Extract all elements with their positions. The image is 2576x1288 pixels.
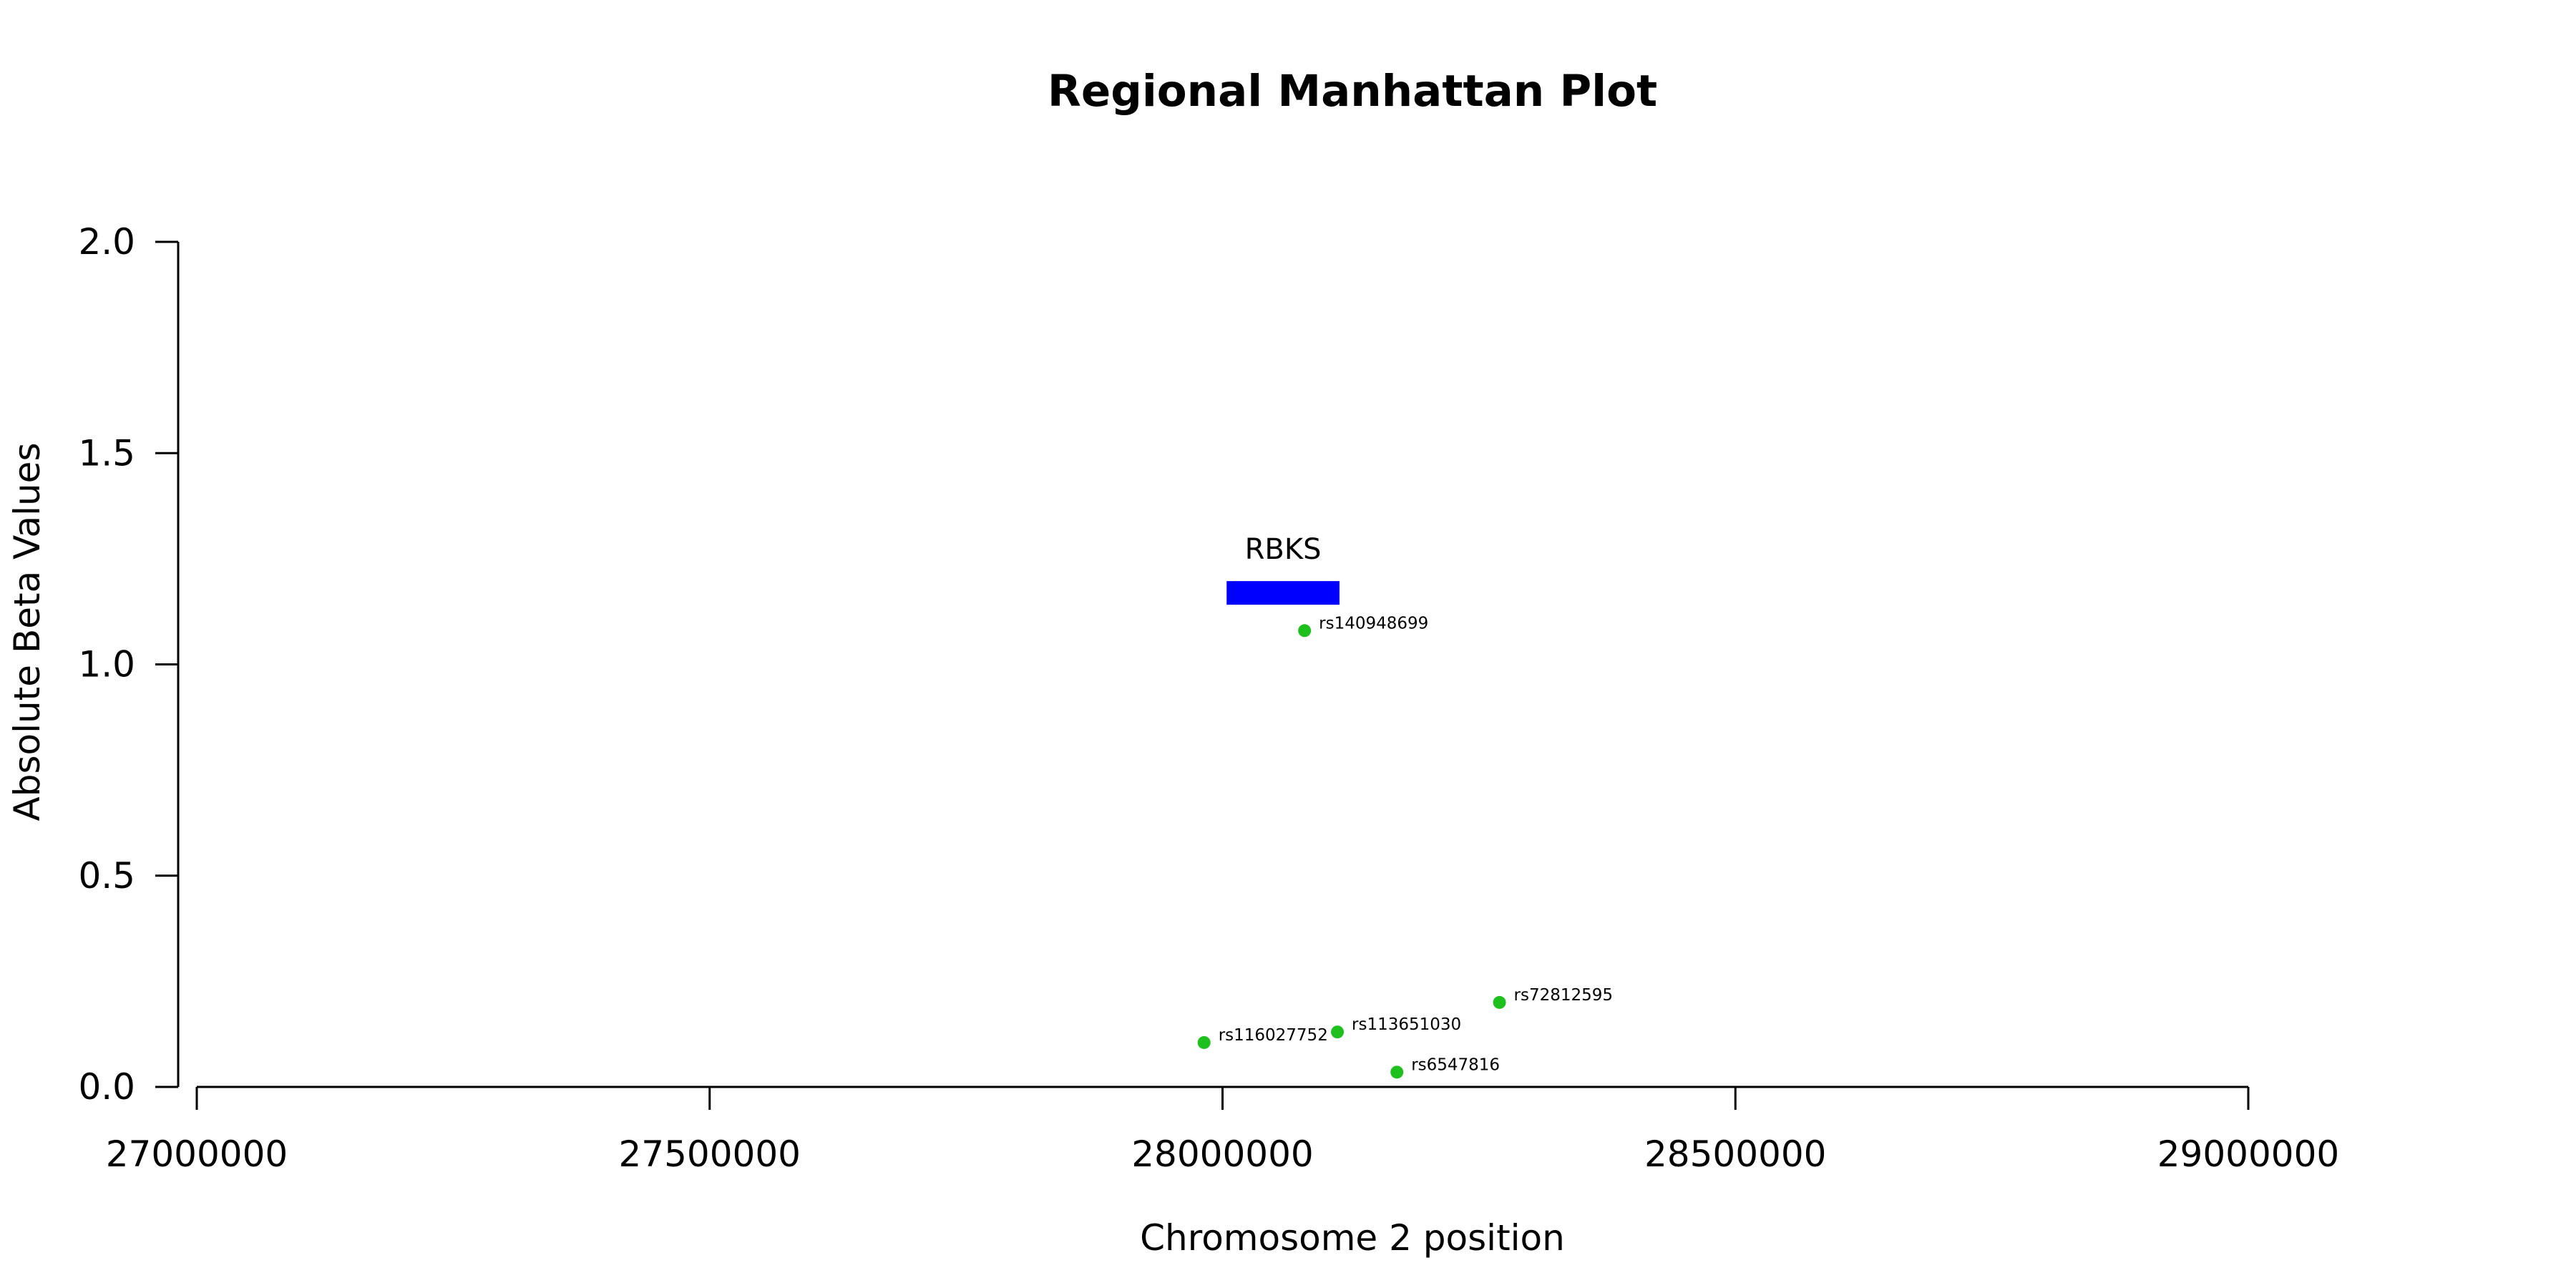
chart-title: Regional Manhattan Plot	[1048, 66, 1657, 117]
snp-points: rs140948699 rs72812595 rs113651030 rs116027…	[1197, 614, 1614, 1079]
y-axis: 0.0 0.5 1.0 1.5 2.0	[78, 221, 180, 1108]
gene-track: RBKS	[1226, 533, 1340, 605]
y-tick-label: 2.0	[78, 221, 135, 263]
gene-label: RBKS	[1245, 533, 1322, 566]
snp-label: rs113651030	[1352, 1015, 1461, 1034]
y-axis-label: Absolute Beta Values	[6, 443, 48, 821]
x-tick-label: 27500000	[619, 1133, 801, 1175]
x-tick-label: 28500000	[1644, 1133, 1827, 1175]
x-tick-label: 29000000	[2157, 1133, 2340, 1175]
snp-point	[1197, 1035, 1211, 1049]
x-axis-label: Chromosome 2 position	[1140, 1217, 1565, 1259]
gene-bar	[1226, 581, 1340, 605]
x-axis: 27000000 27500000 28000000 28500000 29000000	[106, 1085, 2340, 1175]
x-tick-label: 28000000	[1131, 1133, 1314, 1175]
y-tick-label: 1.0	[78, 644, 135, 686]
y-tick-label: 0.5	[78, 855, 135, 897]
snp-point	[1298, 624, 1312, 638]
snp-point	[1390, 1065, 1404, 1079]
snp-label: rs6547816	[1411, 1055, 1500, 1074]
x-tick-label: 27000000	[106, 1133, 288, 1175]
snp-point	[1331, 1025, 1345, 1039]
snp-label: rs72812595	[1514, 986, 1614, 1005]
snp-point	[1493, 995, 1506, 1009]
snp-label: rs140948699	[1319, 614, 1428, 633]
y-tick-label: 1.5	[78, 432, 135, 474]
snp-label: rs116027752	[1219, 1026, 1328, 1045]
y-tick-label: 0.0	[78, 1066, 135, 1108]
